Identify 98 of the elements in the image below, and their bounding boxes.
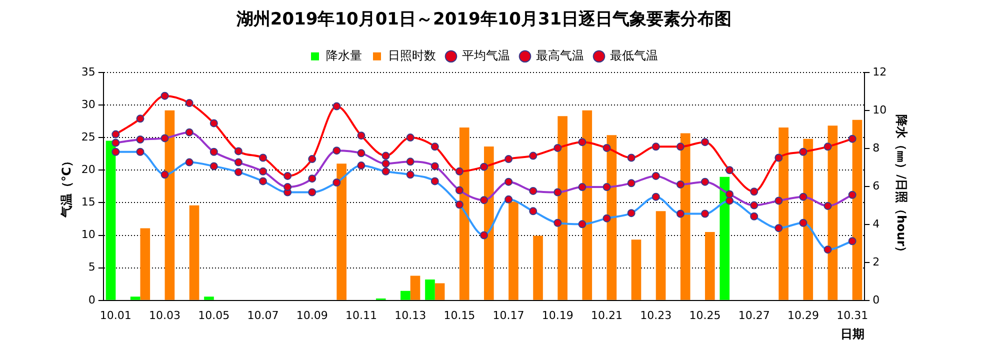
point xyxy=(160,92,169,100)
y-tick-label: 15 xyxy=(81,196,96,209)
point xyxy=(529,152,538,160)
point xyxy=(406,134,414,142)
legend-label: 日照时数 xyxy=(388,48,436,63)
point xyxy=(357,132,366,140)
y2-tick-label: 4 xyxy=(872,217,880,230)
bar xyxy=(400,290,410,300)
x-tick-label: 10.09 xyxy=(296,308,328,322)
x-tick-label: 10.19 xyxy=(542,308,574,322)
bar xyxy=(425,280,435,300)
x-tick-label: 10.23 xyxy=(640,308,672,322)
y2-tick-label: 10 xyxy=(872,103,887,116)
bar xyxy=(434,283,445,300)
x-tick-label: 10.07 xyxy=(247,308,279,322)
x-tick-label: 10.31 xyxy=(836,308,868,322)
x-tick-label: 10.03 xyxy=(149,308,181,322)
bar xyxy=(582,110,592,300)
y-tick-label: 30 xyxy=(81,98,96,111)
point xyxy=(774,154,783,162)
bar xyxy=(852,120,862,300)
y2-tick-label: 12 xyxy=(872,65,887,78)
y2-tick-label: 2 xyxy=(872,255,880,268)
bar xyxy=(106,140,116,300)
point xyxy=(824,142,832,151)
legend-label: 降水量 xyxy=(326,48,362,63)
x-tick-label: 10.29 xyxy=(787,308,819,322)
point xyxy=(480,162,488,171)
point xyxy=(210,119,218,128)
bar xyxy=(164,110,175,300)
bar xyxy=(558,116,568,300)
bar xyxy=(140,228,150,300)
bar xyxy=(189,205,200,300)
x-tick-label: 10.05 xyxy=(198,308,230,322)
point xyxy=(259,154,268,162)
bar xyxy=(533,236,543,300)
y2-tick-label: 6 xyxy=(872,179,880,192)
x-axis-title: 日期 xyxy=(840,326,865,341)
bar xyxy=(680,133,690,300)
bar xyxy=(508,202,518,300)
point xyxy=(136,114,144,123)
bar xyxy=(803,138,814,300)
legend-label: 最高气温 xyxy=(536,48,584,63)
x-tick-label: 10.11 xyxy=(345,308,377,322)
point xyxy=(504,155,513,164)
bar xyxy=(606,135,617,300)
point xyxy=(750,188,758,196)
y2-axis-title: 降水（㎜）/日照（hour） xyxy=(894,114,909,258)
legend-label: 最低气温 xyxy=(610,48,658,63)
y-tick-label: 0 xyxy=(88,293,96,306)
x-tick-label: 10.13 xyxy=(394,308,426,322)
point xyxy=(700,138,709,146)
point xyxy=(676,142,684,151)
y-tick-label: 25 xyxy=(81,130,96,144)
bar xyxy=(130,296,140,300)
bar xyxy=(484,146,494,300)
point xyxy=(112,130,120,138)
y-tick-label: 10 xyxy=(81,228,96,242)
point xyxy=(652,142,660,151)
point xyxy=(627,154,636,162)
point xyxy=(578,138,586,146)
x-tick-label: 10.01 xyxy=(100,308,132,322)
bar xyxy=(720,176,730,300)
y-tick-label: 35 xyxy=(81,65,96,78)
point xyxy=(726,166,734,174)
bar xyxy=(410,276,420,300)
y2-tick-label: 8 xyxy=(872,141,880,154)
y-axis-title: 气温（℃） xyxy=(59,155,74,219)
x-tick-label: 10.15 xyxy=(444,308,476,322)
bar xyxy=(204,296,214,300)
point xyxy=(430,142,439,151)
bar xyxy=(828,126,838,300)
legend-label: 平均气温 xyxy=(462,48,510,63)
point xyxy=(185,99,194,108)
x-tick-label: 10.21 xyxy=(591,308,623,322)
bar xyxy=(656,211,666,300)
point xyxy=(455,167,464,176)
point xyxy=(284,172,292,180)
x-tick-label: 10.27 xyxy=(738,308,770,322)
y-tick-label: 20 xyxy=(81,162,96,176)
point xyxy=(234,147,242,156)
point xyxy=(332,102,341,110)
x-tick-label: 10.25 xyxy=(689,308,721,322)
y-tick-label: 5 xyxy=(88,260,96,274)
point xyxy=(848,134,856,143)
point xyxy=(554,144,562,152)
bar xyxy=(459,128,470,300)
bar xyxy=(704,232,715,300)
bar xyxy=(778,128,788,300)
point xyxy=(602,144,611,152)
point xyxy=(799,148,808,156)
point xyxy=(308,155,316,164)
x-tick-label: 10.17 xyxy=(492,308,524,322)
chart-title: 湖州2019年10月01日～2019年10月31日逐日气象要素分布图 xyxy=(235,10,732,30)
bar xyxy=(336,164,346,300)
point xyxy=(382,152,390,160)
y2-tick-label: 0 xyxy=(872,293,880,306)
bar xyxy=(631,240,642,300)
